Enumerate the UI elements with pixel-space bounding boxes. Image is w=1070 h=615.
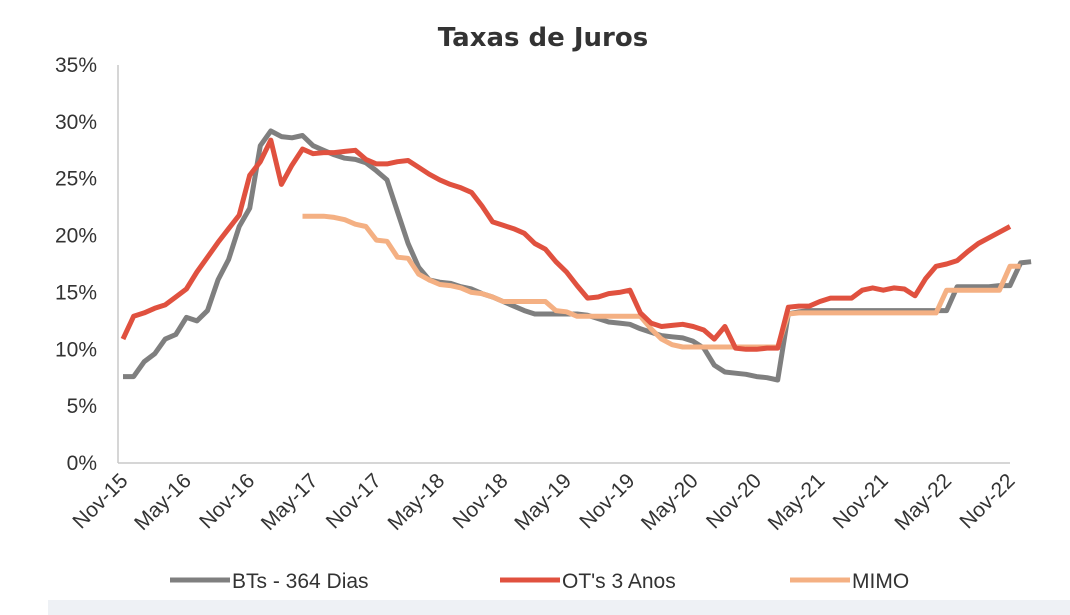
y-tick-label: 35% (55, 54, 97, 77)
legend-label-1: OT's 3 Anos (562, 570, 676, 593)
x-tick-label: May-20 (637, 469, 703, 535)
x-tick-label: Nov-21 (829, 469, 893, 533)
chart-title: Taxas de Juros (438, 23, 648, 53)
x-tick-label: May-16 (130, 469, 196, 535)
x-tick-label: Nov-16 (195, 469, 259, 533)
series-line-2 (302, 213, 1021, 350)
x-tick-label: Nov-20 (702, 469, 766, 533)
legend: BTs - 364 Dias OT's 3 Anos MIMO (170, 570, 909, 593)
series-line-0 (123, 128, 1032, 383)
y-tick-label: 30% (55, 111, 97, 134)
y-tick-label: 20% (55, 225, 97, 248)
y-tick-label: 5% (67, 395, 97, 418)
x-tick-label: May-22 (890, 469, 956, 535)
y-tick-label: 0% (67, 452, 97, 475)
y-tick-label: 15% (55, 281, 97, 304)
x-tick-label: May-21 (764, 469, 830, 535)
series-lines (120, 128, 1032, 383)
x-tick-label: May-17 (257, 469, 323, 535)
legend-label-0: BTs - 364 Dias (232, 570, 369, 593)
x-tick-label: May-18 (384, 469, 450, 535)
legend-label-2: MIMO (852, 570, 909, 593)
footer-band (48, 600, 1070, 615)
y-tick-label: 25% (55, 168, 97, 191)
x-tick-label: Nov-17 (322, 469, 386, 533)
x-tick-label: May-19 (510, 469, 576, 535)
x-tick-label: Nov-15 (68, 469, 132, 533)
x-tick-label: Nov-22 (955, 469, 1019, 533)
x-tick-label: Nov-19 (575, 469, 639, 533)
y-tick-label: 10% (55, 338, 97, 361)
y-axis-labels: 0% 5% 10% 15% 20% 25% 30% 35% (55, 54, 97, 475)
series-line-1 (120, 137, 1012, 352)
x-tick-label: Nov-18 (449, 469, 513, 533)
